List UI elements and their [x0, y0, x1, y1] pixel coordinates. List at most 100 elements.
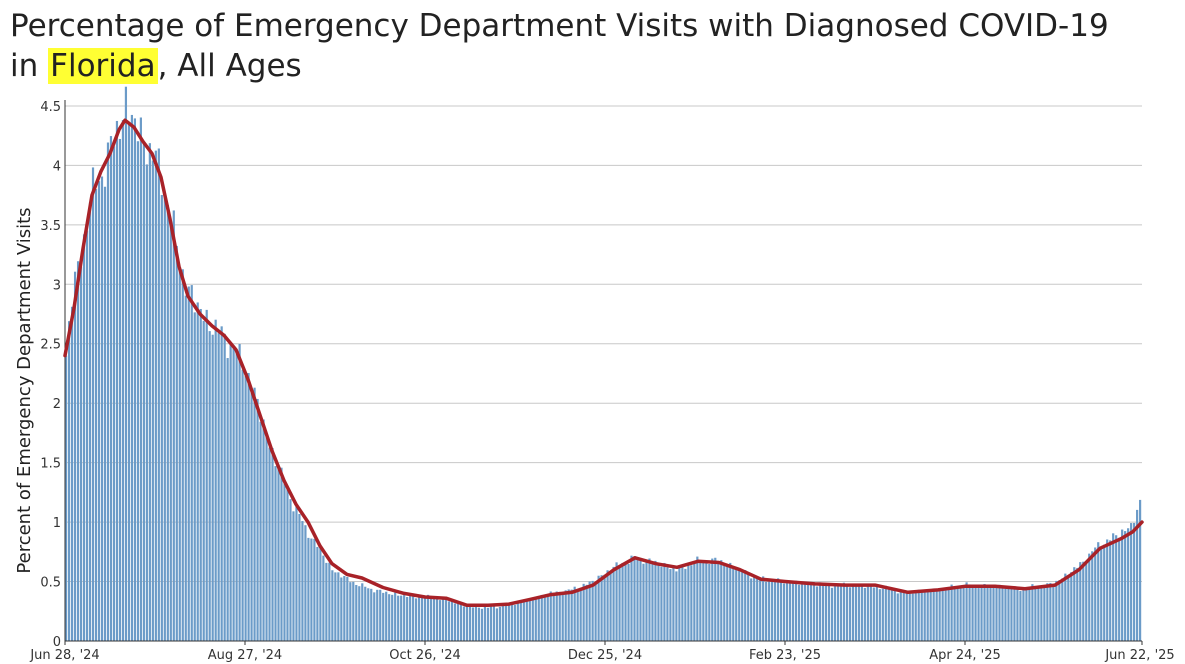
- bar: [783, 583, 786, 641]
- bar: [753, 575, 756, 641]
- bar: [391, 594, 394, 641]
- bar: [669, 569, 672, 641]
- bar: [983, 584, 986, 641]
- bar: [307, 537, 310, 641]
- bar: [516, 602, 519, 641]
- bar: [762, 576, 765, 641]
- bar: [905, 592, 908, 641]
- bar: [612, 566, 615, 641]
- bar: [139, 117, 142, 641]
- bar: [744, 570, 747, 641]
- x-tick-label: Apr 24, '25: [929, 648, 1001, 663]
- bar: [1133, 522, 1136, 641]
- bar: [750, 578, 753, 641]
- bar: [884, 585, 887, 641]
- bar: [355, 584, 358, 641]
- bar: [220, 326, 223, 641]
- bar: [1010, 588, 1013, 641]
- bar: [489, 606, 493, 641]
- bar: [851, 584, 854, 641]
- bar: [863, 587, 866, 641]
- bar: [576, 589, 579, 641]
- bar: [501, 605, 504, 641]
- x-tick-labels: Jun 28, '24 Aug 27, '24 Oct 26, '24 Dec 25,…: [29, 641, 1175, 663]
- x-tick-label: Oct 26, '24: [389, 648, 461, 663]
- bar: [211, 334, 214, 641]
- bar: [340, 577, 343, 641]
- bar: [403, 595, 406, 641]
- bar: [328, 562, 331, 641]
- bar: [1055, 580, 1058, 641]
- bar: [322, 555, 325, 641]
- bar: [1100, 548, 1103, 641]
- x-tick-label: Jun 28, '24: [29, 648, 99, 663]
- bar: [385, 591, 388, 641]
- bar: [687, 565, 690, 641]
- bar: [543, 596, 546, 641]
- bar: [444, 598, 448, 641]
- bar: [435, 598, 439, 641]
- y-tick-labels: 0 0.5 1 1.5 2 2.5 3 3.5 4 4.5: [40, 100, 61, 650]
- bar: [166, 205, 169, 641]
- bar: [277, 467, 280, 641]
- bar: [585, 584, 588, 641]
- bar: [241, 369, 244, 641]
- bar: [1079, 562, 1082, 641]
- bar: [495, 608, 498, 641]
- bar: [774, 581, 777, 641]
- bar: [875, 586, 878, 641]
- bar: [438, 600, 442, 641]
- bar: [657, 563, 660, 641]
- bar: [510, 604, 513, 641]
- bar: [429, 598, 433, 641]
- bar: [956, 586, 959, 641]
- bar: [672, 567, 675, 641]
- bar: [298, 513, 301, 641]
- bar: [636, 558, 639, 641]
- bar: [699, 561, 702, 641]
- x-tick-label: Feb 23, '25: [749, 648, 821, 663]
- bar: [606, 570, 609, 641]
- bar: [238, 344, 241, 641]
- bar: [498, 606, 501, 641]
- bar: [136, 141, 139, 642]
- bar: [163, 195, 166, 641]
- state-highlight: Florida: [48, 48, 158, 84]
- bar: [274, 466, 277, 641]
- bar: [196, 302, 199, 641]
- bar: [809, 582, 813, 641]
- bar: [845, 586, 849, 641]
- bar: [157, 148, 160, 642]
- y-tick-label: 4: [53, 159, 61, 174]
- bar: [462, 606, 466, 641]
- bar: [519, 602, 522, 641]
- bar: [1070, 572, 1073, 641]
- bar: [232, 346, 235, 641]
- bar: [842, 582, 846, 641]
- bar: [765, 581, 768, 641]
- bar: [723, 564, 726, 641]
- bar: [178, 270, 181, 641]
- bar: [1106, 539, 1109, 641]
- bar: [708, 564, 711, 641]
- bar: [262, 419, 265, 641]
- bar: [217, 333, 220, 641]
- bar: [549, 591, 552, 641]
- bar: [1112, 533, 1115, 641]
- bar: [797, 584, 801, 641]
- bar: [247, 373, 250, 641]
- daily-bars: [65, 86, 1142, 642]
- bar: [887, 589, 890, 641]
- bar: [190, 285, 193, 641]
- bar: [878, 589, 881, 641]
- bar: [1121, 529, 1124, 641]
- bar: [367, 588, 370, 641]
- bar: [310, 538, 313, 641]
- bar: [648, 558, 651, 641]
- bar: [1016, 586, 1019, 641]
- bar: [815, 586, 819, 641]
- bar: [474, 605, 478, 641]
- bar: [920, 591, 923, 641]
- bar: [1082, 561, 1085, 641]
- bar: [917, 589, 920, 641]
